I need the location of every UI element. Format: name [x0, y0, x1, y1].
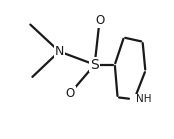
Text: O: O	[95, 14, 104, 27]
Text: NH: NH	[136, 94, 151, 104]
Text: S: S	[90, 58, 99, 72]
Text: N: N	[54, 45, 64, 58]
Text: O: O	[66, 87, 75, 100]
